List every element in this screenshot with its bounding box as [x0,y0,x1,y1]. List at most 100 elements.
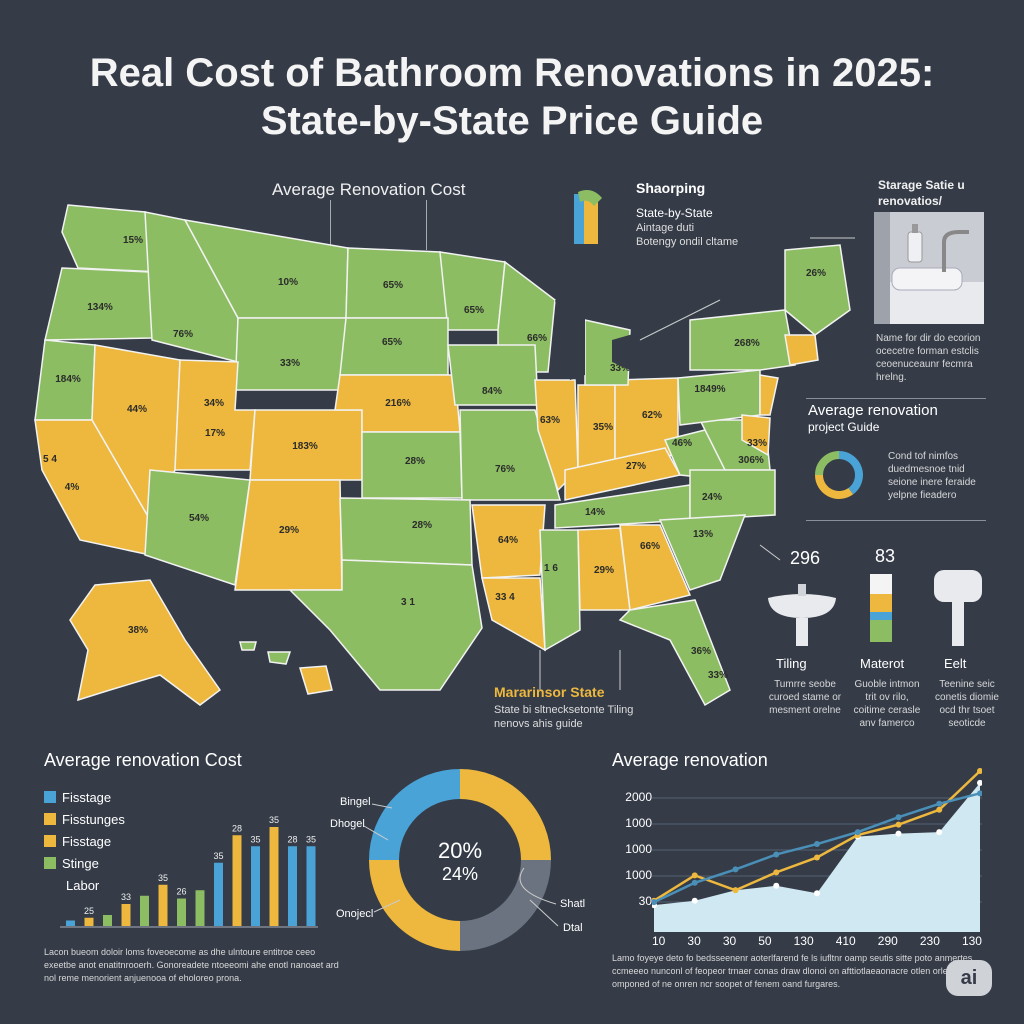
map-value-label: 1 6 [544,563,558,574]
map-caption: Average Renovation Cost [272,180,466,199]
data-point [854,829,861,836]
share-title: Shaorping [636,180,706,196]
guide-donut-segment [815,474,854,499]
fixture-value-tiling: 296 [790,548,821,568]
map-value-label: 46% [672,438,692,449]
donut-label-bingel: Bingel [340,796,371,808]
map-region-nc [689,469,776,521]
data-point [691,879,698,886]
data-point [895,814,902,821]
share-line2: Aintage duti [636,222,695,234]
map-value-label: 33% [708,670,728,681]
legend-item: Labor [44,874,125,896]
xtick-label: 290 [877,934,898,948]
bar-value-label: 35 [269,815,279,825]
guide-top-divider [806,398,986,399]
map-value-label: 134% [87,302,113,313]
toilet-icon [934,570,982,646]
donut-chart [369,769,551,951]
sink-icon [768,584,836,646]
bar-value-label: 26 [176,887,186,897]
legend-label: Fisstage [62,789,112,805]
guide-subtitle: project Guide [808,420,880,434]
map-value-label: 27% [626,461,646,472]
map-value-label: 183% [292,441,318,452]
guide-donut-segment [838,451,863,495]
xtick-label: 10 [652,934,666,948]
map-region-ar [471,504,546,579]
map-caption-connector-2 [426,200,427,250]
bar-value-label: 35 [213,851,223,861]
map-value-label: 65% [464,305,484,316]
map-value-label: 4% [65,482,80,493]
bar [158,884,168,926]
bar [214,862,223,926]
bar [306,846,316,926]
legend-label: Fisstage [62,833,112,849]
map-value-label: 33% [610,363,630,374]
bar-value-label: 33 [121,892,131,902]
bar-chart-legend: Fisstage Fisstunges Fisstage Stinge Labo… [44,786,125,896]
data-point [936,829,943,836]
line-chart-yaxis: 2000 1000 1000 1000 30 [612,790,652,920]
map-value-label: 84% [482,386,502,397]
donut-center-line1: 20% [437,838,483,863]
guide-description: Cond tof nimfos duedmesnoe tnid seione i… [888,451,976,501]
donut-label-dtal: Dtal [563,922,583,934]
share-line3: Botengy ondil cltame [636,236,739,248]
donut-slice [459,769,551,861]
map-region-hi-1 [239,641,257,651]
data-point [895,830,902,837]
ytick-label: 2000 [625,790,652,804]
bar [103,915,112,926]
fixture-desc-material: Guoble intmon trit ov rilo, coitime cera… [853,679,921,729]
map-region-ak [69,579,222,706]
map-value-label: 38% [128,625,148,636]
bar [66,920,75,926]
map-region-sc [658,514,747,591]
map-value-label: 35% [593,422,613,433]
legend-item: Stinge [44,852,125,874]
bar-value-label: 28 [287,834,297,844]
map-value-label: 26% [806,268,826,279]
bar [232,835,242,926]
bar-chart: 25 33 35 26 35 28 35 35 28 35 [60,815,318,928]
line-chart-title: Average renovation [612,750,768,770]
xtick-label: 30 [722,934,737,948]
bar-value-label: 35 [306,834,316,844]
legend-swatch [44,791,56,803]
legend-item: Fisstunges [44,808,125,830]
donut-label-onojecl: Onojecl [336,908,374,920]
data-point [977,779,982,786]
map-region-fl [618,599,731,707]
map-value-label: 29% [594,565,614,576]
bar [177,898,186,926]
map-value-label: 54% [189,513,209,524]
map-value-label: 33% [280,358,300,369]
data-point [773,869,780,876]
legend-item: Fisstage [44,830,125,852]
data-point [977,768,982,774]
map-region-hi-2 [267,651,292,665]
map-regions [34,204,851,707]
bar-chart-title: Average renovation Cost [44,750,242,770]
share-connector [639,299,721,341]
map-value-label: 28% [412,520,432,531]
map-value-label: 216% [385,398,411,409]
map-region-md [741,414,771,457]
map-region-mo [459,409,561,501]
storage-title: Starage Satie u [878,178,965,192]
map-value-label: 10% [278,277,298,288]
map-value-label: 3 1 [401,597,415,608]
map-value-label: 1849% [694,384,725,395]
map-region-ms [539,529,581,652]
bar [251,846,260,926]
bar-value-label: 35 [250,834,260,844]
xtick-label: 130 [793,934,814,948]
map-value-label: 17% [205,428,225,439]
callout-line1: State bi sltnecksetonte Tiling [494,704,634,716]
material-cylinder-icon [870,574,892,642]
map-value-label: 15% [123,235,143,246]
map-value-label: 62% [642,410,662,421]
